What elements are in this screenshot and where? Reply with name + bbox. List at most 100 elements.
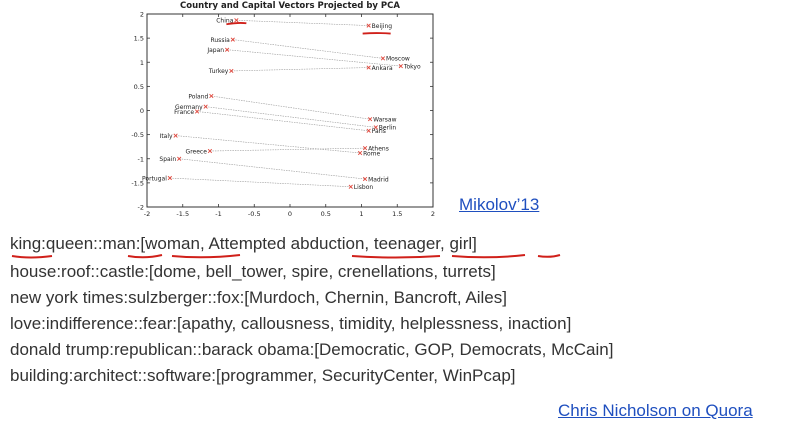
point-marker <box>234 18 239 23</box>
point-marker <box>380 56 386 61</box>
pair-line <box>232 39 383 59</box>
x-axis-ticks: -2 -1.5 -1 -0.5 0 0.5 1 1.5 2 <box>144 14 435 218</box>
analogy-line-1: king:queen::man:[woman, Attempted abduct… <box>10 234 477 253</box>
y-tick-label: 1 <box>140 59 144 67</box>
pca-scatter-chart: Country and Capital Vectors Projected by… <box>131 1 435 218</box>
point-label: Rome <box>363 150 380 157</box>
point-label: Tokyo <box>403 63 421 70</box>
pair-line <box>231 67 369 72</box>
point-marker <box>348 184 353 189</box>
point-marker <box>203 104 208 109</box>
point-marker <box>357 150 363 156</box>
pair-line <box>211 95 371 120</box>
pair-line <box>179 158 366 180</box>
point-label: Ankara <box>372 65 393 72</box>
point-italy: Italy <box>160 133 178 140</box>
x-tick-label: 1 <box>359 210 363 218</box>
point-marker <box>362 146 368 151</box>
point-lisbon: Lisbon <box>348 184 374 191</box>
point-label: Warsaw <box>373 116 396 123</box>
analogy-line-4: love:indifference::fear:[apathy, callous… <box>10 314 572 333</box>
pair-line <box>236 19 369 26</box>
point-ankara: Ankara <box>366 65 393 72</box>
point-marker <box>224 47 230 52</box>
y-tick-label: -0.5 <box>131 131 144 139</box>
pair-line <box>209 147 366 152</box>
point-label: Portugal <box>142 175 167 182</box>
point-label: Japan <box>206 47 224 54</box>
point-label: Paris <box>372 128 386 135</box>
point-warsaw: Warsaw <box>367 116 397 123</box>
point-rome: Rome <box>357 150 380 157</box>
point-label: Spain <box>159 156 176 163</box>
pair-line <box>169 177 351 188</box>
mikolov-citation-link[interactable]: Mikolov’13 <box>459 195 540 214</box>
analogy-line-3: new york times:sulzberger::fox:[Murdoch,… <box>10 288 507 307</box>
pair-line <box>175 135 361 154</box>
y-tick-label: -1.5 <box>131 179 144 187</box>
annotation-beijing <box>362 32 391 35</box>
pair-line <box>227 49 401 67</box>
pair-lines <box>169 19 401 188</box>
analogy-line-2: house:roof::castle:[dome, bell_tower, sp… <box>10 262 496 281</box>
point-label: Turkey <box>208 68 229 75</box>
point-marker <box>177 156 182 161</box>
underline-abduction <box>351 255 441 259</box>
point-turkey: Turkey <box>208 68 234 75</box>
point-label: Beijing <box>372 23 393 30</box>
point-label: Moscow <box>386 56 410 63</box>
point-russia: Russia <box>210 37 235 44</box>
point-label: Poland <box>188 93 208 100</box>
x-tick-label: 0.5 <box>321 210 331 218</box>
point-marker <box>173 133 178 138</box>
point-portugal: Portugal <box>142 175 172 182</box>
point-marker <box>229 68 234 74</box>
point-label: Russia <box>210 37 230 44</box>
y-tick-label: 1.5 <box>134 35 144 43</box>
x-tick-label: -1.5 <box>176 210 189 218</box>
point-marker <box>366 65 371 70</box>
y-tick-label: 0.5 <box>134 83 144 91</box>
point-label: France <box>174 109 194 116</box>
point-label: China <box>216 18 233 25</box>
point-marker <box>398 63 403 69</box>
x-tick-label: -1 <box>215 210 221 218</box>
point-label: Madrid <box>368 176 389 183</box>
quora-citation-link[interactable]: Chris Nicholson on Quora <box>558 401 753 420</box>
point-label: Greece <box>186 148 208 155</box>
point-paris: Paris <box>366 128 386 135</box>
analogy-line-6: building:architect::software:[programmer… <box>10 366 516 385</box>
point-label: Lisbon <box>354 184 374 191</box>
point-marker <box>207 148 213 154</box>
pair-line <box>205 106 376 128</box>
point-label: Athens <box>368 145 389 152</box>
point-marker <box>373 125 378 130</box>
x-tick-label: 1.5 <box>392 210 402 218</box>
y-tick-label: 0 <box>140 107 144 115</box>
underline-girl <box>537 254 561 258</box>
x-tick-label: 2 <box>431 210 435 218</box>
point-marker <box>366 128 371 133</box>
y-tick-label: -2 <box>138 204 144 212</box>
chart-title: Country and Capital Vectors Projected by… <box>180 1 400 11</box>
point-tokyo: Tokyo <box>398 63 421 70</box>
x-tick-label: 0 <box>288 210 292 218</box>
point-label: Germany <box>175 104 203 111</box>
underline-king <box>11 255 53 259</box>
underline-man <box>127 254 163 259</box>
point-marker <box>209 93 214 99</box>
point-marker <box>194 109 200 114</box>
point-madrid: Madrid <box>362 176 389 183</box>
y-axis-ticks: 2 1.5 1 0.5 0 -0.5 -1 -1.5 -2 <box>131 11 433 212</box>
x-tick-label: -2 <box>144 210 150 218</box>
point-germany: Germany <box>175 104 208 111</box>
y-tick-label: 2 <box>140 11 144 19</box>
point-france: France <box>174 109 200 116</box>
point-beijing: Beijing <box>366 23 393 30</box>
handwritten-annotations <box>226 22 391 35</box>
point-marker <box>230 37 235 42</box>
x-tick-label: -0.5 <box>248 210 261 218</box>
point-china: China <box>216 18 239 25</box>
point-marker <box>362 176 368 182</box>
data-points: China Beijing Russia Moscow Japan Tokyo Turkey… <box>142 18 421 191</box>
